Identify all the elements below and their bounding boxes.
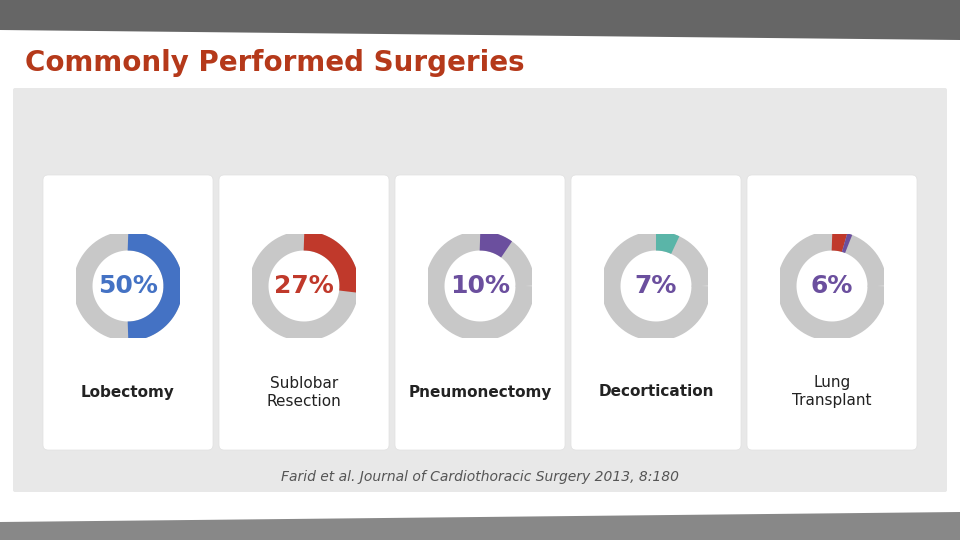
Text: 6%: 6% bbox=[811, 274, 853, 298]
FancyBboxPatch shape bbox=[395, 175, 565, 450]
Text: Commonly Performed Surgeries: Commonly Performed Surgeries bbox=[25, 49, 524, 77]
FancyBboxPatch shape bbox=[747, 175, 917, 450]
Text: Resection: Resection bbox=[267, 394, 342, 408]
Text: 7%: 7% bbox=[635, 274, 677, 298]
Text: Lung: Lung bbox=[813, 375, 851, 390]
Text: 50%: 50% bbox=[98, 274, 158, 298]
Text: Pneumonectomy: Pneumonectomy bbox=[408, 384, 552, 400]
Text: Transplant: Transplant bbox=[792, 394, 872, 408]
Text: Farid et al. Journal of Cardiothoracic Surgery 2013, 8:180: Farid et al. Journal of Cardiothoracic S… bbox=[281, 470, 679, 484]
Text: 10%: 10% bbox=[450, 274, 510, 298]
Text: 27%: 27% bbox=[275, 274, 334, 298]
FancyBboxPatch shape bbox=[219, 175, 389, 450]
FancyBboxPatch shape bbox=[43, 175, 213, 450]
Polygon shape bbox=[0, 512, 960, 540]
Text: Lobectomy: Lobectomy bbox=[81, 384, 175, 400]
FancyBboxPatch shape bbox=[571, 175, 741, 450]
FancyBboxPatch shape bbox=[13, 88, 947, 492]
Polygon shape bbox=[0, 0, 960, 40]
Text: Decortication: Decortication bbox=[598, 384, 713, 400]
Text: Sublobar: Sublobar bbox=[270, 375, 338, 390]
